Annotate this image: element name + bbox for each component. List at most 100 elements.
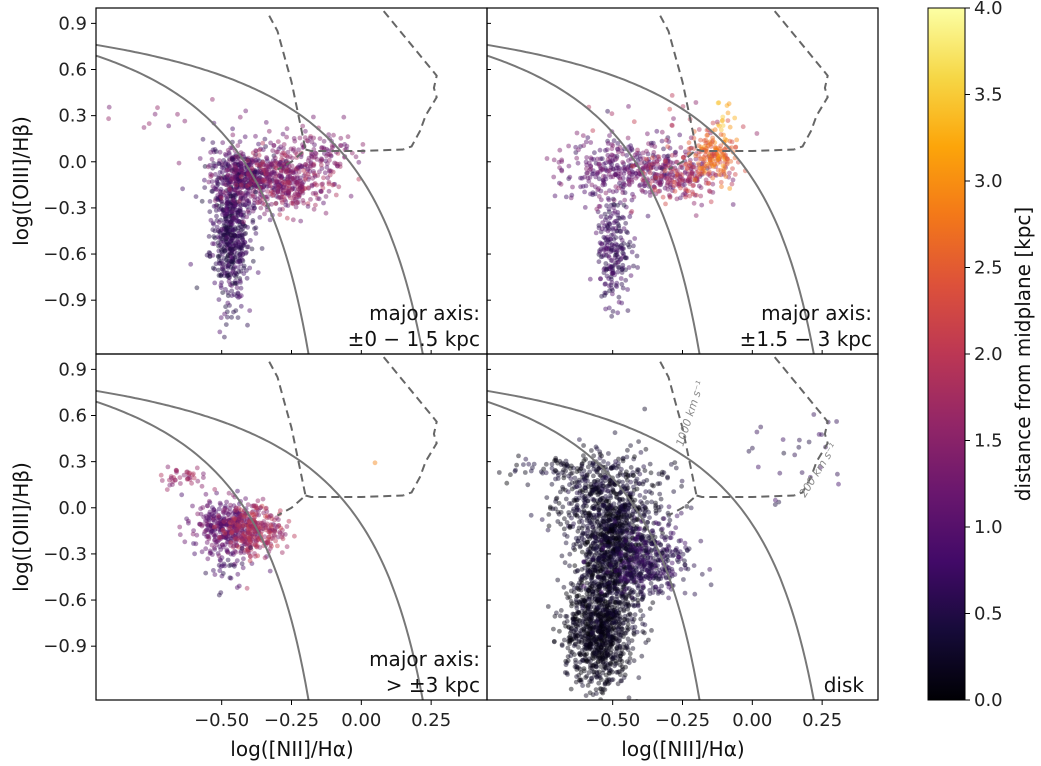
- scatter-point: [241, 550, 247, 555]
- scatter-point: [238, 202, 244, 208]
- scatter-point: [614, 596, 619, 602]
- scatter-point: [590, 663, 596, 669]
- scatter-point: [607, 240, 612, 245]
- scatter-point: [219, 226, 225, 232]
- scatter-point: [228, 258, 234, 264]
- scatter-point: [591, 669, 597, 675]
- scatter-point: [574, 664, 579, 669]
- scatter-point: [271, 187, 277, 193]
- scatter-point: [645, 213, 651, 219]
- scatter-point: [218, 516, 223, 522]
- scatter-point: [570, 622, 576, 628]
- scatter-point: [598, 568, 604, 573]
- scatter-point: [225, 533, 231, 539]
- scatter-point: [709, 151, 715, 157]
- scatter-point: [218, 502, 224, 507]
- scatter-point: [217, 260, 223, 266]
- scatter-point: [622, 631, 628, 636]
- scatter-point: [655, 175, 661, 181]
- scatter-point: [200, 136, 206, 142]
- scatter-point: [231, 217, 237, 222]
- scatter-point: [610, 608, 616, 613]
- scatter-point: [608, 554, 614, 559]
- scatter-point: [573, 621, 578, 626]
- scatter-point: [607, 583, 613, 589]
- scatter-point: [237, 246, 243, 252]
- scatter-point: [209, 188, 215, 194]
- scatter-point: [601, 511, 606, 517]
- scatter-point: [260, 147, 266, 153]
- scatter-point: [244, 540, 250, 546]
- scatter-point: [622, 672, 628, 678]
- scatter-point: [613, 658, 619, 664]
- scatter-point: [216, 258, 222, 263]
- scatter-point: [627, 182, 632, 188]
- scatter-point: [230, 528, 235, 534]
- scatter-point: [610, 677, 616, 682]
- scatter-point: [583, 552, 589, 558]
- scatter-point: [606, 561, 611, 567]
- scatter-point: [556, 159, 562, 165]
- scatter-point: [220, 230, 226, 236]
- scatter-point: [626, 144, 631, 150]
- scatter-point: [248, 194, 254, 199]
- scatter-point: [605, 630, 611, 635]
- scatter-point: [641, 156, 646, 162]
- scatter-point: [682, 170, 688, 176]
- scatter-point: [194, 285, 200, 291]
- scatter-point: [627, 548, 632, 554]
- scatter-point: [323, 158, 328, 164]
- scatter-point: [593, 634, 599, 640]
- scatter-point: [612, 576, 618, 581]
- scatter-point: [229, 256, 235, 261]
- scatter-point: [673, 149, 679, 155]
- scatter-point: [619, 534, 624, 540]
- scatter-point: [215, 551, 221, 556]
- scatter-point: [588, 155, 594, 161]
- scatter-point: [216, 261, 222, 266]
- scatter-point: [563, 623, 568, 629]
- scatter-point: [628, 554, 634, 560]
- scatter-point: [234, 167, 239, 173]
- scatter-point: [234, 585, 240, 590]
- scatter-point: [629, 557, 635, 563]
- scatter-point: [628, 273, 634, 278]
- scatter-point: [210, 253, 216, 258]
- scatter-point: [239, 178, 245, 183]
- scatter-point: [600, 607, 606, 613]
- scatter-point: [578, 587, 584, 593]
- scatter-point: [618, 171, 623, 177]
- scatter-point: [230, 157, 236, 163]
- scatter-point: [626, 170, 632, 176]
- scatter-point: [573, 660, 579, 666]
- scatter-point: [227, 525, 233, 531]
- scatter-point: [623, 526, 628, 531]
- scatter-point: [291, 177, 297, 183]
- scatter-point: [662, 158, 668, 163]
- scatter-point: [226, 201, 232, 207]
- scatter-point: [605, 506, 610, 512]
- scatter-point: [602, 211, 608, 217]
- scatter-point: [292, 175, 297, 181]
- scatter-point: [596, 625, 602, 631]
- scatter-point: [657, 188, 663, 194]
- scatter-point: [247, 526, 252, 532]
- scatter-point: [613, 609, 618, 615]
- scatter-point: [280, 191, 286, 197]
- scatter-point: [600, 690, 606, 696]
- scatter-point: [640, 167, 646, 172]
- scatter-point: [602, 598, 608, 604]
- scatter-point: [194, 465, 200, 471]
- scatter-point: [264, 176, 269, 182]
- scatter-point: [586, 160, 592, 166]
- scatter-point: [235, 169, 241, 174]
- scatter-point: [621, 202, 627, 208]
- scatter-point: [600, 610, 606, 615]
- scatter-point: [177, 532, 183, 538]
- scatter-point: [291, 136, 297, 141]
- scatter-point: [250, 218, 256, 223]
- scatter-point: [586, 643, 592, 649]
- scatter-point: [239, 219, 245, 225]
- scatter-point: [566, 625, 572, 631]
- scatter-point: [642, 164, 647, 170]
